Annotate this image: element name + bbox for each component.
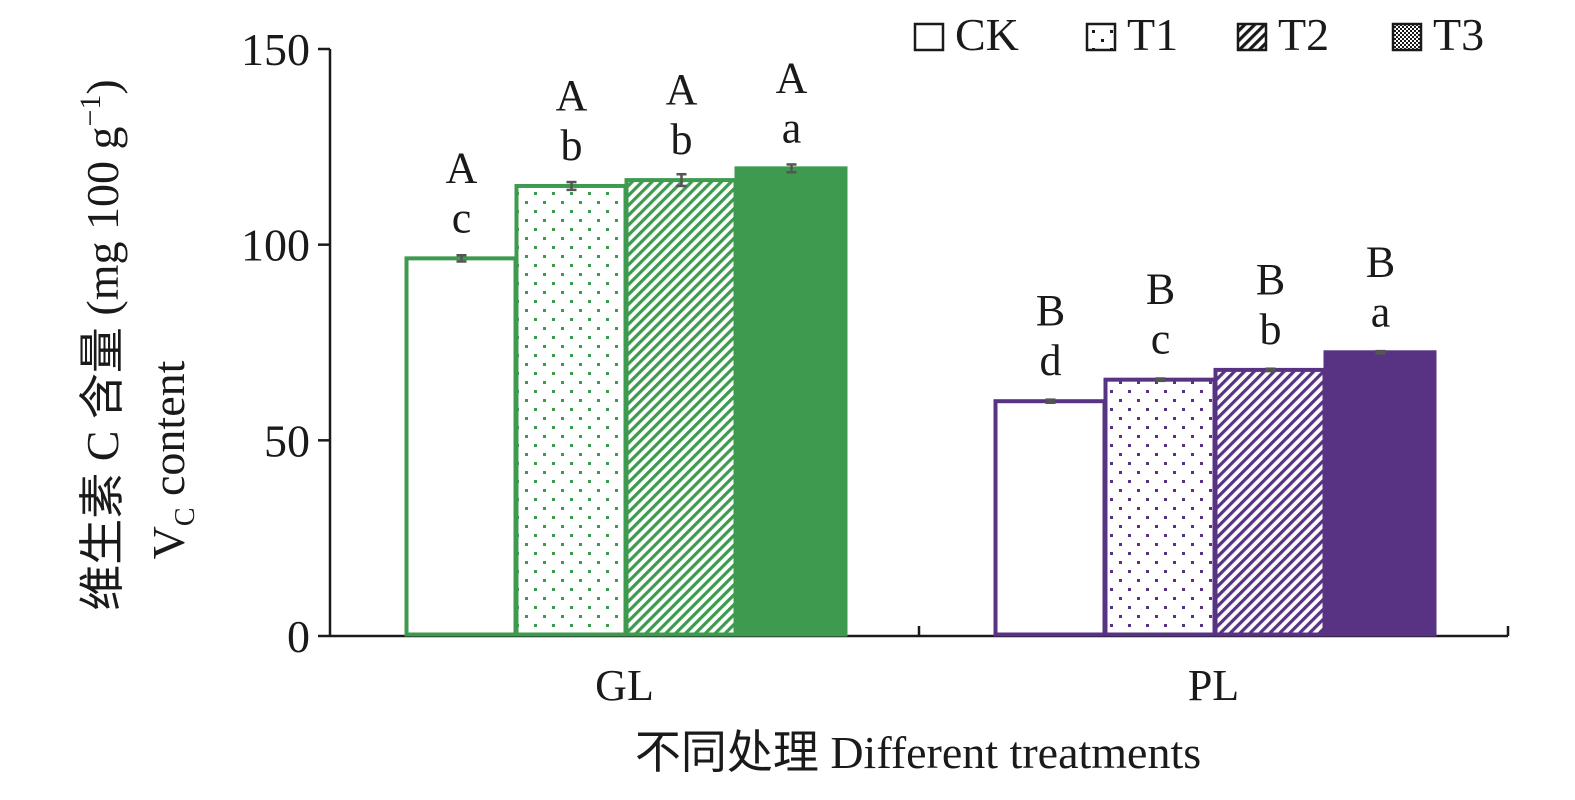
legend-swatch: [1236, 22, 1268, 52]
error-bar: [456, 253, 467, 263]
significance-upper: A: [446, 143, 478, 192]
significance-lower: c: [1151, 315, 1171, 364]
significance-lower: d: [1040, 336, 1062, 385]
legend-label: T1: [1127, 9, 1178, 60]
bar-gl-t2: [624, 178, 738, 637]
significance-lower: b: [1260, 305, 1282, 354]
error-bar: [676, 172, 687, 188]
significance-lower: a: [782, 103, 802, 152]
bar-gl-ck: [404, 256, 518, 637]
significance-lower: b: [671, 115, 693, 164]
legend-label: CK: [955, 9, 1019, 60]
legend-item-t1: T1: [1085, 9, 1178, 60]
legend-item-ck: CK: [913, 9, 1019, 60]
y-tick-label: 100: [241, 220, 310, 271]
y-tick-label: 0: [287, 611, 310, 662]
significance-lower: c: [452, 193, 472, 242]
significance-lower: a: [1371, 287, 1391, 336]
y-axis-title-line2: VC content: [143, 360, 201, 559]
significance-upper: B: [1256, 255, 1285, 304]
significance-upper: B: [1036, 286, 1065, 335]
significance-upper: A: [556, 71, 588, 120]
y-axis-title-line1: 维生素 C 含量 (mg 100 g−1): [74, 79, 128, 611]
bar-pl-t3: [1323, 350, 1437, 637]
x-axis-title: 不同处理 Different treatments: [635, 727, 1201, 778]
bars: [404, 163, 1437, 637]
error-bar: [566, 180, 577, 192]
legend-swatch: [913, 22, 945, 52]
bar-pl-ck: [993, 399, 1107, 637]
y-tick-label: 150: [241, 24, 310, 75]
significance-upper: A: [666, 65, 698, 114]
error-bar: [786, 163, 797, 174]
significance-lower: b: [561, 121, 583, 170]
x-category-label: GL: [595, 661, 654, 710]
legend-item-t3: T3: [1391, 9, 1484, 60]
significance-upper: B: [1366, 237, 1395, 286]
legend-swatch: [1085, 22, 1117, 52]
legend: CK T1 T2 T3: [913, 9, 1484, 60]
x-category-label: PL: [1188, 661, 1239, 710]
legend-item-t2: T2: [1236, 9, 1329, 60]
significance-upper: A: [776, 53, 808, 102]
error-bar: [1045, 398, 1056, 405]
error-bar: [1375, 349, 1386, 355]
bar-gl-t1: [514, 183, 628, 637]
error-bar: [1265, 367, 1276, 373]
y-tick-label: 50: [264, 415, 310, 466]
bar-pl-t1: [1103, 377, 1217, 637]
y-axis-title: 维生素 C 含量 (mg 100 g−1) VC content: [74, 79, 201, 611]
legend-swatch: [1391, 22, 1423, 52]
legend-label: T3: [1433, 9, 1484, 60]
legend-label: T2: [1278, 9, 1329, 60]
bar-gl-t3: [734, 166, 848, 637]
significance-upper: B: [1146, 265, 1175, 314]
error-bar: [1155, 377, 1166, 383]
bar-pl-t2: [1213, 367, 1327, 637]
